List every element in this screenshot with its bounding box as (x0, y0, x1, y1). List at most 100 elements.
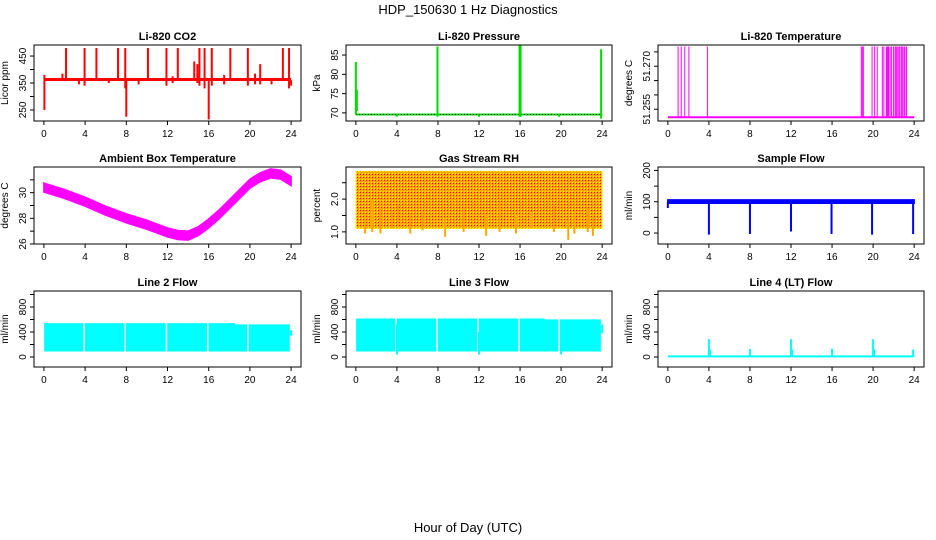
x-tick-label: 4 (394, 375, 400, 386)
panel-2: Li-820 Pressure 0 4 8 12 16 20 24 70 75 80 85 kPa (312, 31, 613, 140)
figure-title: HDP_150630 1 Hz Diagnostics (378, 2, 558, 17)
x-tick-label: 4 (82, 375, 88, 386)
x-tick-label: 0 (353, 129, 359, 140)
y-tick-label: 350 (18, 74, 29, 91)
y-tick-label: 100 (642, 193, 653, 210)
x-tick-label: 12 (785, 375, 797, 386)
x-tick-label: 16 (203, 129, 215, 140)
x-tick-label: 24 (909, 252, 921, 263)
y-axis-label: ml/min (624, 314, 635, 343)
x-tick-label: 24 (286, 252, 298, 263)
x-tick-label: 12 (785, 252, 797, 263)
y-tick-label: 26 (18, 238, 29, 250)
y-tick-label: 70 (330, 107, 341, 119)
x-tick-label: 12 (473, 375, 485, 386)
x-tick-label: 8 (124, 252, 130, 263)
y-tick-label: 0 (642, 354, 653, 360)
x-tick-label: 8 (124, 375, 130, 386)
x-tick-label: 0 (41, 375, 47, 386)
y-tick-label: 250 (18, 101, 29, 118)
panel-title: Line 2 Flow (138, 277, 198, 289)
plot-area (666, 199, 915, 235)
x-tick-label: 20 (556, 252, 568, 263)
x-tick-label: 12 (162, 252, 174, 263)
panel-4: Ambient Box Temperature 0 4 8 12 16 20 24 26 28 30… (0, 153, 302, 263)
panel-title: Line 3 Flow (449, 277, 509, 289)
y-tick-label: 400 (18, 323, 29, 340)
y-tick-label: 51.270 (642, 50, 653, 81)
x-tick-label: 8 (435, 252, 441, 263)
x-tick-label: 20 (244, 252, 256, 263)
x-tick-label: 16 (203, 375, 215, 386)
x-tick-label: 24 (286, 129, 298, 140)
panel-title: Gas Stream RH (439, 153, 519, 165)
x-tick-label: 0 (665, 375, 671, 386)
x-tick-label: 16 (514, 252, 526, 263)
panel-title: Line 4 (LT) Flow (750, 277, 833, 289)
x-tick-label: 24 (597, 252, 609, 263)
panel-7: Line 2 Flow 0 4 8 12 16 20 24 0 400 800 ml/min (0, 277, 302, 386)
x-tick-label: 8 (747, 252, 753, 263)
x-tick-label: 4 (82, 252, 88, 263)
x-tick-label: 4 (82, 129, 88, 140)
x-tick-label: 20 (244, 129, 256, 140)
y-tick-label: 85 (330, 49, 341, 61)
y-tick-label: 28 (18, 212, 29, 224)
x-tick-label: 16 (826, 252, 838, 263)
x-tick-label: 0 (41, 129, 47, 140)
x-tick-label: 12 (473, 129, 485, 140)
plot-box (345, 44, 613, 122)
plot-area (354, 45, 603, 119)
y-tick-label: 30 (18, 187, 29, 199)
y-axis-label: degrees C (0, 182, 11, 228)
x-axis-label: Hour of Day (UTC) (414, 520, 522, 535)
x-tick-label: 16 (826, 129, 838, 140)
y-axis-label: percent (312, 189, 323, 223)
y-axis-label: kPa (312, 74, 323, 92)
x-tick-label: 12 (473, 252, 485, 263)
panel-9: Line 4 (LT) Flow 0 4 8 12 16 20 24 0 400 800 ml/min (624, 277, 925, 386)
plot-area (667, 46, 915, 119)
plot-area (43, 47, 293, 120)
y-tick-label: 0 (18, 354, 29, 360)
data-band (355, 170, 603, 230)
y-tick-label: 400 (642, 323, 653, 340)
plot-area (43, 168, 292, 241)
x-tick-label: 8 (435, 375, 441, 386)
x-tick-label: 4 (394, 252, 400, 263)
y-axis-label: Licor ppm (0, 61, 11, 105)
x-tick-label: 24 (909, 375, 921, 386)
x-tick-label: 20 (556, 129, 568, 140)
x-tick-label: 24 (597, 129, 609, 140)
y-tick-label: 400 (330, 323, 341, 340)
x-tick-label: 24 (597, 375, 609, 386)
data-band (43, 168, 292, 241)
x-tick-label: 12 (785, 129, 797, 140)
panel-title: Sample Flow (757, 153, 825, 165)
x-tick-label: 20 (556, 375, 568, 386)
x-tick-label: 4 (706, 252, 712, 263)
y-tick-label: 2.0 (330, 192, 341, 206)
panel-title: Li-820 Temperature (741, 31, 842, 43)
panel-title: Ambient Box Temperature (99, 153, 236, 165)
y-axis-label: ml/min (624, 191, 635, 220)
x-tick-label: 16 (514, 375, 526, 386)
y-tick-label: 800 (18, 298, 29, 315)
y-axis-label: degrees C (624, 60, 635, 106)
x-tick-label: 0 (665, 129, 671, 140)
x-tick-label: 0 (41, 252, 47, 263)
plot-area (356, 291, 604, 367)
plot-area (44, 291, 293, 367)
y-tick-label: 800 (642, 298, 653, 315)
x-tick-label: 16 (514, 129, 526, 140)
panel-1: Li-820 CO2 0 4 8 12 16 20 24 250 350 450 Licor ppm (0, 31, 302, 140)
y-tick-label: 0 (330, 354, 341, 360)
x-tick-label: 20 (868, 375, 880, 386)
y-axis-label: ml/min (312, 314, 323, 343)
x-tick-label: 4 (706, 375, 712, 386)
x-tick-label: 24 (286, 375, 298, 386)
x-tick-label: 0 (353, 375, 359, 386)
panel-5: Gas Stream RH 0 4 8 12 16 20 24 1.0 2.0 percent (312, 153, 613, 263)
panel-3: Li-820 Temperature 0 4 8 12 16 20 24 51.255 51.27… (624, 31, 925, 140)
x-tick-label: 24 (909, 129, 921, 140)
